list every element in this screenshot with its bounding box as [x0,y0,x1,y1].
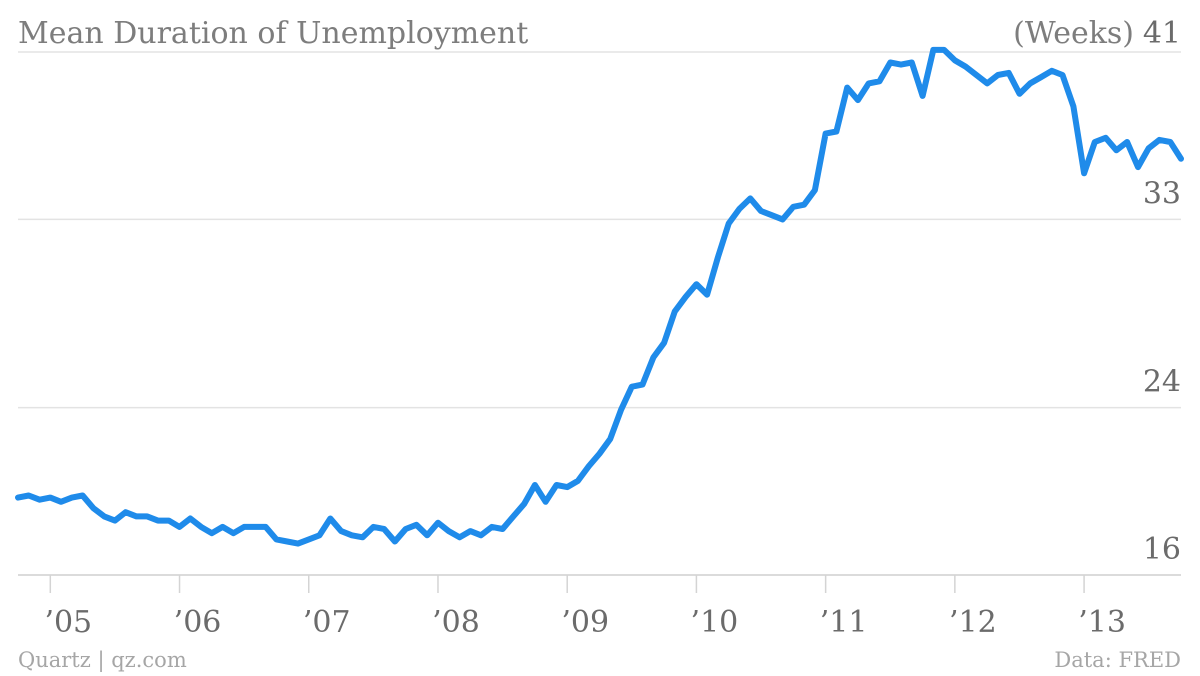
y-tick-label: 16 [1143,532,1181,567]
x-tick-label: ’12 [949,605,997,640]
data-source: Data: FRED [1054,648,1181,672]
y-tick-label: 33 [1143,176,1181,211]
x-tick-label: ’09 [561,605,609,640]
x-tick-label: ’11 [820,605,868,640]
series [15,46,1184,547]
x-tick-label: ’13 [1078,605,1126,640]
y-tick-label: 24 [1143,365,1181,400]
gridlines [18,51,1181,576]
x-tick-label: ’06 [174,605,222,640]
x-tick-label: ’07 [303,605,351,640]
unit-label: (Weeks) [1013,16,1134,51]
y-axis: 16 24 33 41 [1143,16,1181,567]
x-axis: ’05 ’06 ’07 ’08 ’09 ’10 ’11 ’12 ’13 [44,575,1126,640]
x-tick-label: ’08 [432,605,480,640]
x-tick-label: ’10 [691,605,739,640]
source-credit: Quartz | qz.com [18,648,187,673]
chart-title: Mean Duration of Unemployment [18,16,528,51]
y-tick-label: 41 [1143,16,1181,51]
series-line-0 [15,46,1184,547]
x-tick-label: ’05 [44,605,92,640]
